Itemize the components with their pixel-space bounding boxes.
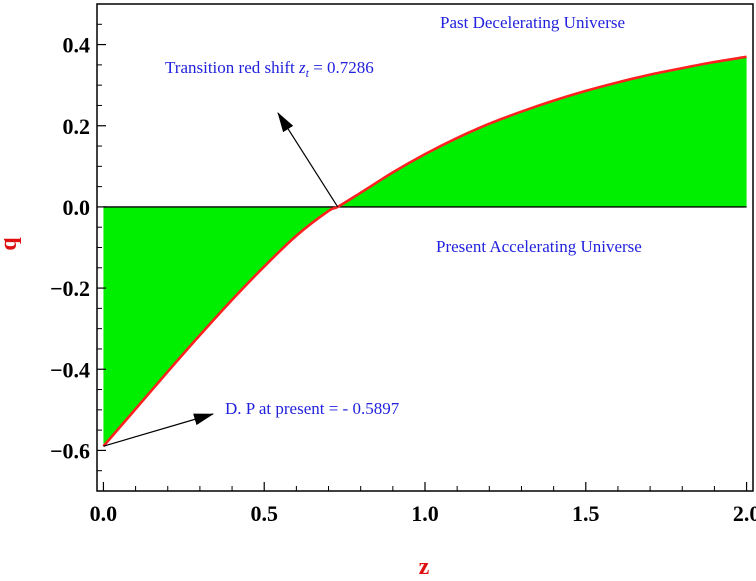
y-axis-ticks: −0.6 −0.4 −0.2 0.0 0.2 0.4 [50, 3, 106, 492]
x-tick-label: 2.0 [733, 501, 756, 526]
annotation-past-decelerating: Past Decelerating Universe [440, 13, 625, 32]
x-tick-label: 0.5 [250, 501, 278, 526]
y-tick-label: −0.4 [50, 357, 90, 382]
q-curve [102, 55, 747, 448]
arrow-present [103, 413, 214, 447]
area-fill [103, 56, 747, 447]
x-tick-label: 1.0 [411, 501, 439, 526]
annotation-transition-symbol: z [298, 58, 306, 77]
annotation-transition-subscript: t [306, 66, 310, 80]
y-tick-label: 0.0 [63, 195, 91, 220]
y-axis-label: q [0, 237, 22, 251]
y-tick-label: 0.4 [63, 33, 91, 58]
y-tick-label: −0.6 [50, 438, 90, 463]
x-tick-label: 0.0 [90, 501, 118, 526]
y-tick-label: 0.2 [63, 114, 91, 139]
x-tick-label: 1.5 [572, 501, 600, 526]
y-tick-label: −0.2 [50, 276, 90, 301]
annotation-transition-prefix: Transition red shift [165, 58, 299, 77]
x-axis-label: z [419, 554, 430, 580]
annotation-present-deceleration: D. P at present = - 0.5897 [225, 399, 400, 418]
arrow-transition [277, 112, 339, 208]
annotation-transition-redshift: Transition red shift zt = 0.7286 [165, 58, 374, 80]
x-axis-ticks: 0.0 0.5 1.0 1.5 2.0 [90, 482, 756, 526]
annotation-present-accelerating: Present Accelerating Universe [436, 237, 642, 256]
annotation-transition-suffix: = 0.7286 [309, 58, 374, 77]
